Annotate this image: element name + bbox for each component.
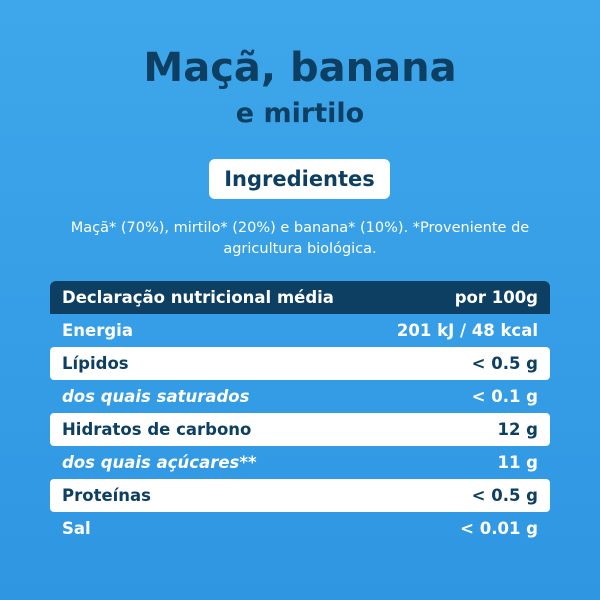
nutrition-row-value: < 0.01 g <box>460 519 538 538</box>
nutrition-row-salt: Sal < 0.01 g <box>50 512 550 545</box>
nutrition-row-label: dos quais açúcares** <box>62 453 257 472</box>
nutrition-row-label: Sal <box>62 519 91 538</box>
nutrition-row-saturated: dos quais saturados < 0.1 g <box>50 380 550 413</box>
nutrition-row-sugars: dos quais açúcares** 11 g <box>50 446 550 479</box>
nutrition-row-value: < 0.5 g <box>471 486 538 505</box>
ingredients-text: Maçã* (70%), mirtilo* (20%) e banana* (1… <box>50 218 550 260</box>
nutrition-row-label: dos quais saturados <box>62 387 250 406</box>
nutrition-row-value: 12 g <box>497 420 538 439</box>
nutrition-row-value: < 0.5 g <box>471 354 538 373</box>
nutrition-row-label: Energia <box>62 321 133 340</box>
nutrition-row-label: Hidratos de carbono <box>62 420 252 439</box>
nutrition-row-label: Proteínas <box>62 486 152 505</box>
nutrition-row-value: < 0.1 g <box>471 387 538 406</box>
nutrition-row-value: 11 g <box>497 453 538 472</box>
nutrition-row-label: Lípidos <box>62 354 129 373</box>
nutrition-row-carbohydrates: Hidratos de carbono 12 g <box>50 413 550 446</box>
nutrition-row-protein: Proteínas < 0.5 g <box>50 479 550 512</box>
product-title-line2: e mirtilo <box>235 98 365 129</box>
nutrition-row-fat: Lípidos < 0.5 g <box>50 347 550 380</box>
nutrition-header-label: Declaração nutricional média <box>62 288 334 307</box>
nutrition-row-energy: Energia 201 kJ / 48 kcal <box>50 314 550 347</box>
nutrition-table: Declaração nutricional média por 100g En… <box>50 281 550 545</box>
nutrition-header-value: por 100g <box>454 288 538 307</box>
ingredients-text-line2: agricultura biológica. <box>223 241 377 257</box>
ingredients-text-line1: Maçã* (70%), mirtilo* (20%) e banana* (1… <box>70 220 530 236</box>
product-title-line1: Maçã, banana <box>143 45 457 91</box>
ingredients-heading-badge: Ingredientes <box>209 159 390 199</box>
nutrition-header-row: Declaração nutricional média por 100g <box>50 281 550 314</box>
nutrition-row-value: 201 kJ / 48 kcal <box>396 321 538 340</box>
